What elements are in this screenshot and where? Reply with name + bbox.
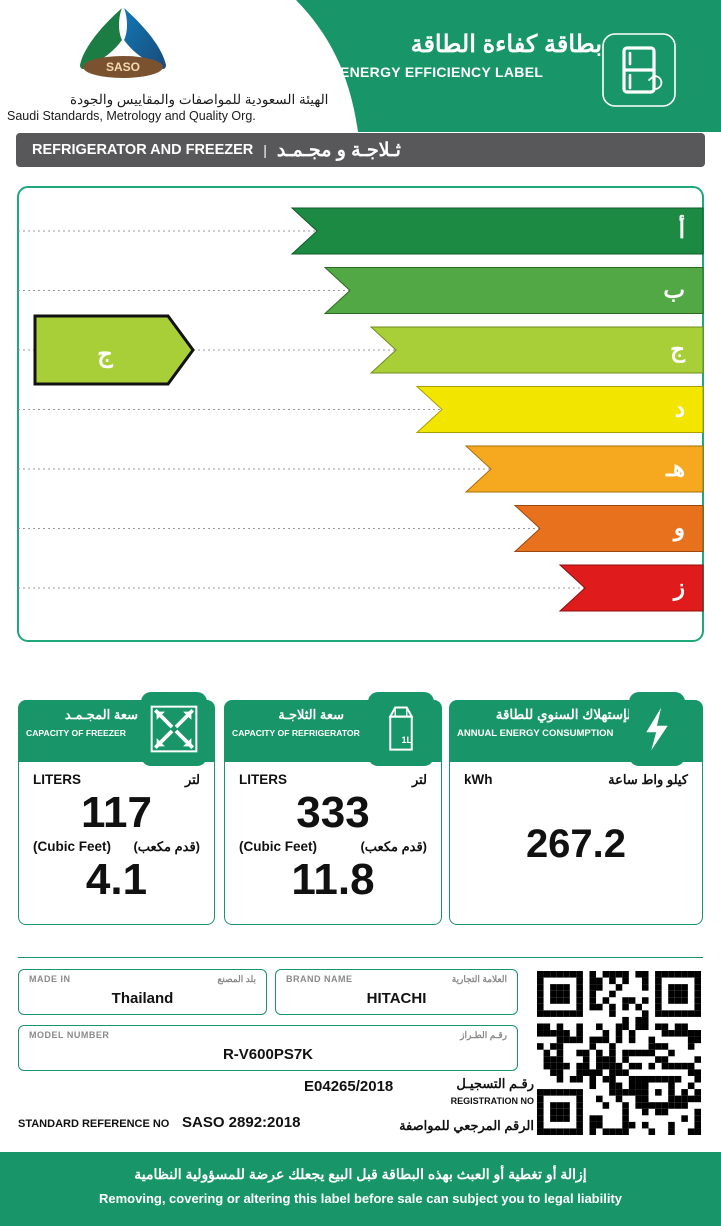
svg-text:أ: أ xyxy=(679,214,685,243)
svg-text:د: د xyxy=(675,396,685,422)
svg-text:ج: ج xyxy=(97,341,113,369)
svg-text:ز: ز xyxy=(672,574,685,602)
svg-text:هـ: هـ xyxy=(665,455,685,481)
svg-text:ب: ب xyxy=(663,277,685,303)
svg-text:1L: 1L xyxy=(401,735,412,745)
svg-text:و: و xyxy=(672,515,685,543)
svg-text:ج: ج xyxy=(670,336,686,364)
